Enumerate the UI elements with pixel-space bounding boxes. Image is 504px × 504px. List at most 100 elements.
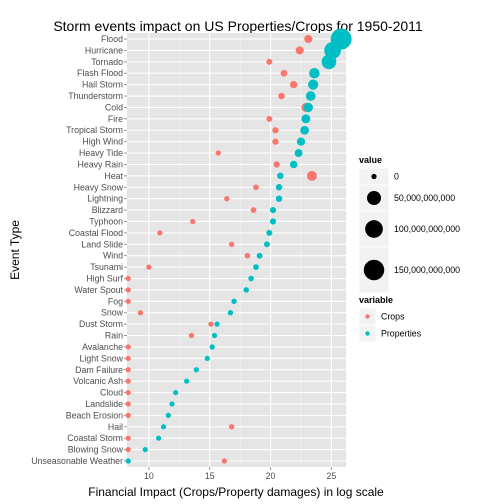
chart-title: Storm events impact on US Properties/Cro…: [53, 18, 423, 34]
properties-point-unseasonable-weather: [125, 458, 131, 464]
properties-point-hail-storm: [308, 79, 319, 90]
properties-point-cold: [303, 102, 313, 113]
crops-point-heavy-rain: [273, 161, 280, 168]
crops-point-beach-erosion: [125, 412, 131, 418]
crops-point-thunderstorm: [278, 92, 285, 100]
crops-point-wind: [244, 252, 251, 259]
y-tick-label-high-surf: High Surf: [86, 274, 123, 284]
x-axis-title: Financial Impact (Crops/Property damages…: [88, 485, 384, 499]
color-legend-dot-crops: [365, 314, 370, 319]
properties-point-volcanic-ash: [184, 378, 190, 384]
y-tick-label-heavy-rain: Heavy Rain: [78, 159, 124, 169]
y-tick-label-avalanche: Avalanche: [82, 342, 123, 352]
y-tick-label-coastal-flood: Coastal Flood: [69, 228, 123, 238]
properties-point-beach-erosion: [165, 412, 171, 418]
size-legend-label: 0: [394, 172, 399, 182]
crops-point-cloud: [125, 389, 131, 396]
size-legend-dot: [371, 173, 377, 180]
x-axis: 10 15 20 25: [144, 467, 336, 481]
properties-point-coastal-flood: [266, 229, 273, 236]
crops-point-blowing-snow: [125, 446, 131, 453]
properties-point-thunderstorm: [305, 91, 316, 101]
crops-point-dam-failure: [125, 367, 131, 373]
crops-point-fire: [266, 115, 273, 122]
y-tick-label-dust-storm: Dust Storm: [79, 319, 123, 329]
color-legend: variable Crops Properties: [358, 295, 422, 343]
x-tick-label: 15: [205, 471, 215, 481]
crops-point-coastal-storm: [125, 435, 131, 441]
crops-point-tsunami: [146, 264, 152, 270]
crops-point-heavy-tide: [215, 150, 221, 156]
y-tick-label-tropical-storm: Tropical Storm: [66, 125, 123, 135]
y-tick-label-coastal-storm: Coastal Storm: [67, 433, 123, 443]
y-axis-title: Event Type: [8, 220, 22, 280]
y-tick-label-high-wind: High Wind: [82, 137, 123, 147]
crops-point-heavy-snow: [253, 184, 259, 191]
color-legend-label-crops: Crops: [381, 312, 405, 322]
size-legend-label: 100,000,000,000: [394, 224, 460, 234]
y-tick-label-water-spout: Water Spout: [74, 285, 123, 295]
crops-point-blizzard: [250, 207, 257, 213]
properties-point-flash-flood: [309, 67, 320, 79]
size-legend-label: 50,000,000,000: [394, 193, 455, 203]
y-tick-label-hail-storm: Hail Storm: [82, 80, 123, 90]
properties-point-snow: [227, 310, 234, 316]
properties-point-blizzard: [269, 207, 277, 214]
x-tick-label: 20: [266, 471, 276, 481]
properties-point-avalanche: [209, 344, 215, 350]
properties-point-blowing-snow: [142, 446, 148, 453]
crops-point-water-spout: [125, 287, 131, 293]
y-tick-label-hurricane: Hurricane: [85, 45, 123, 55]
properties-point-rain: [211, 332, 218, 339]
properties-point-fog: [231, 298, 237, 305]
properties-point-typhoon: [269, 218, 277, 225]
crops-point-flood: [304, 34, 313, 44]
crops-point-high-wind: [272, 138, 279, 145]
y-tick-label-dam-failure: Dam Failure: [75, 365, 123, 375]
properties-point-heat: [277, 172, 284, 180]
data-points: [125, 28, 352, 464]
y-tick-label-wind: Wind: [103, 251, 123, 261]
crops-point-dust-storm: [208, 321, 214, 327]
y-tick-label-fire: Fire: [108, 114, 123, 124]
crops-point-coastal-flood: [157, 230, 163, 236]
crops-point-hail: [228, 424, 235, 430]
size-legend-dot: [366, 190, 382, 206]
properties-point-cloud: [173, 389, 179, 396]
crops-point-snow: [137, 310, 143, 316]
y-tick-label-heavy-snow: Heavy Snow: [74, 182, 124, 192]
properties-point-high-surf: [248, 275, 254, 282]
y-tick-label-flash-flood: Flash Flood: [77, 68, 123, 78]
properties-point-heavy-rain: [289, 160, 298, 169]
y-tick-label-light-snow: Light Snow: [79, 353, 123, 363]
y-tick-label-typhoon: Typhoon: [89, 216, 123, 226]
properties-point-tropical-storm: [300, 125, 309, 135]
y-tick-label-thunderstorm: Thunderstorm: [68, 91, 123, 101]
color-legend-dot-properties: [365, 331, 370, 336]
crops-point-tornado: [266, 58, 273, 65]
y-tick-label-blowing-snow: Blowing Snow: [68, 445, 124, 455]
y-tick-label-unseasonable-weather: Unseasonable Weather: [31, 456, 123, 466]
crops-point-avalanche: [125, 344, 131, 350]
y-tick-label-cloud: Cloud: [100, 388, 123, 398]
crops-point-high-surf: [125, 275, 131, 282]
properties-point-land-slide: [263, 241, 270, 248]
properties-point-high-wind: [296, 137, 306, 146]
y-tick-label-flood: Flood: [101, 34, 123, 44]
y-tick-label-volcanic-ash: Volcanic Ash: [73, 376, 123, 386]
properties-point-heavy-tide: [294, 149, 303, 158]
properties-point-hail: [160, 424, 167, 430]
color-legend-title: variable: [359, 295, 393, 305]
size-legend-label: 150,000,000,000: [394, 265, 460, 275]
size-legend-dot: [363, 259, 385, 281]
y-tick-label-fog: Fog: [108, 296, 123, 306]
properties-point-wind: [256, 252, 263, 259]
crops-point-land-slide: [228, 241, 235, 247]
y-tick-label-snow: Snow: [101, 308, 124, 318]
properties-point-water-spout: [243, 287, 249, 293]
x-tick-label: 10: [144, 471, 154, 481]
crops-point-landslide: [125, 401, 131, 407]
properties-point-dust-storm: [214, 321, 220, 327]
properties-point-landslide: [169, 401, 175, 407]
properties-point-light-snow: [204, 355, 210, 361]
